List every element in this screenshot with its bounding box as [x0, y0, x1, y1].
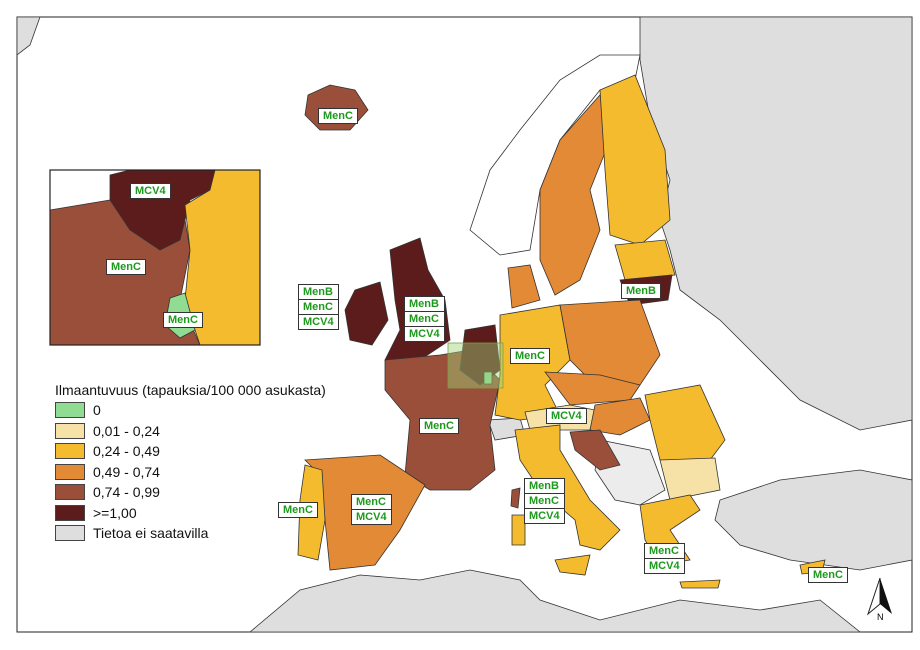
label-italy-menb: MenB	[524, 478, 565, 494]
legend-label: 0,01 - 0,24	[93, 422, 160, 439]
label-inset-luxembourg: MenC	[163, 312, 203, 328]
legend-label: Tietoa ei saatavilla	[93, 525, 209, 542]
label-uk-mcv4: MCV4	[404, 326, 445, 342]
legend-label: 0,49 - 0,74	[93, 463, 160, 480]
label-ireland-menc: MenC	[298, 299, 339, 315]
legend-label: 0,24 - 0,49	[93, 443, 160, 460]
legend-swatch	[55, 463, 85, 480]
crete	[679, 579, 721, 589]
estonia-latvia	[614, 239, 676, 281]
legend-item: 0,01 - 0,24	[55, 421, 326, 442]
label-uk-menc: MenC	[404, 311, 445, 327]
north-arrow-label: N	[877, 612, 884, 622]
labels-spain: MenC MCV4	[351, 494, 392, 525]
label-italy-menc: MenC	[524, 493, 565, 509]
label-uk-menb: MenB	[404, 296, 445, 312]
legend: Ilmaantuvuus (tapauksia/100 000 asukasta…	[55, 382, 326, 544]
legend-swatch	[55, 484, 85, 501]
africa-land	[248, 569, 862, 633]
sweden	[539, 94, 611, 296]
hungary	[589, 397, 651, 436]
label-greece-menc: MenC	[644, 543, 685, 559]
finland	[599, 74, 671, 246]
label-spain-menc: MenC	[351, 494, 392, 510]
luxembourg	[483, 371, 493, 385]
ireland	[344, 281, 389, 346]
label-spain-mcv4: MCV4	[351, 509, 392, 525]
croatia	[569, 429, 621, 471]
label-austria: MCV4	[546, 408, 587, 424]
legend-swatch	[55, 504, 85, 521]
legend-label: 0,74 - 0,99	[93, 484, 160, 501]
corsica	[510, 487, 521, 509]
labels-greece: MenC MCV4	[644, 543, 685, 574]
legend-swatch	[55, 422, 85, 439]
label-ireland-mcv4: MCV4	[298, 314, 339, 330]
legend-swatch	[55, 402, 85, 419]
label-inset-belgium: MenC	[106, 259, 146, 275]
legend-item: >=1,00	[55, 503, 326, 524]
legend-title: Ilmaantuvuus (tapauksia/100 000 asukasta…	[55, 382, 326, 398]
legend-item: 0	[55, 400, 326, 421]
greenland-land	[16, 16, 41, 56]
label-portugal: MenC	[278, 502, 318, 518]
label-germany: MenC	[510, 348, 550, 364]
turkey-land	[714, 469, 913, 571]
label-iceland: MenC	[318, 108, 358, 124]
label-italy-mcv4: MCV4	[524, 508, 565, 524]
north-arrow: N	[866, 577, 892, 622]
czech-slovakia	[544, 371, 641, 406]
legend-item: Tietoa ei saatavilla	[55, 523, 326, 544]
bulgaria	[659, 457, 721, 501]
label-inset-netherlands: MCV4	[130, 183, 171, 199]
legend-label: 0	[93, 402, 101, 419]
labels-ireland: MenB MenC MCV4	[298, 284, 339, 330]
legend-item: 0,24 - 0,49	[55, 441, 326, 462]
labels-italy: MenB MenC MCV4	[524, 478, 565, 524]
denmark	[507, 264, 541, 309]
label-france: MenC	[419, 418, 459, 434]
label-lithuania: MenB	[621, 283, 661, 299]
legend-swatch	[55, 525, 85, 542]
label-ireland-menb: MenB	[298, 284, 339, 300]
inset-extent	[447, 342, 504, 389]
legend-item: 0,49 - 0,74	[55, 462, 326, 483]
label-cyprus: MenC	[808, 567, 848, 583]
sardinia	[511, 514, 526, 546]
legend-item: 0,74 - 0,99	[55, 482, 326, 503]
sicily	[554, 554, 591, 576]
labels-uk: MenB MenC MCV4	[404, 296, 445, 342]
label-greece-mcv4: MCV4	[644, 558, 685, 574]
legend-label: >=1,00	[93, 504, 137, 521]
legend-swatch	[55, 443, 85, 460]
